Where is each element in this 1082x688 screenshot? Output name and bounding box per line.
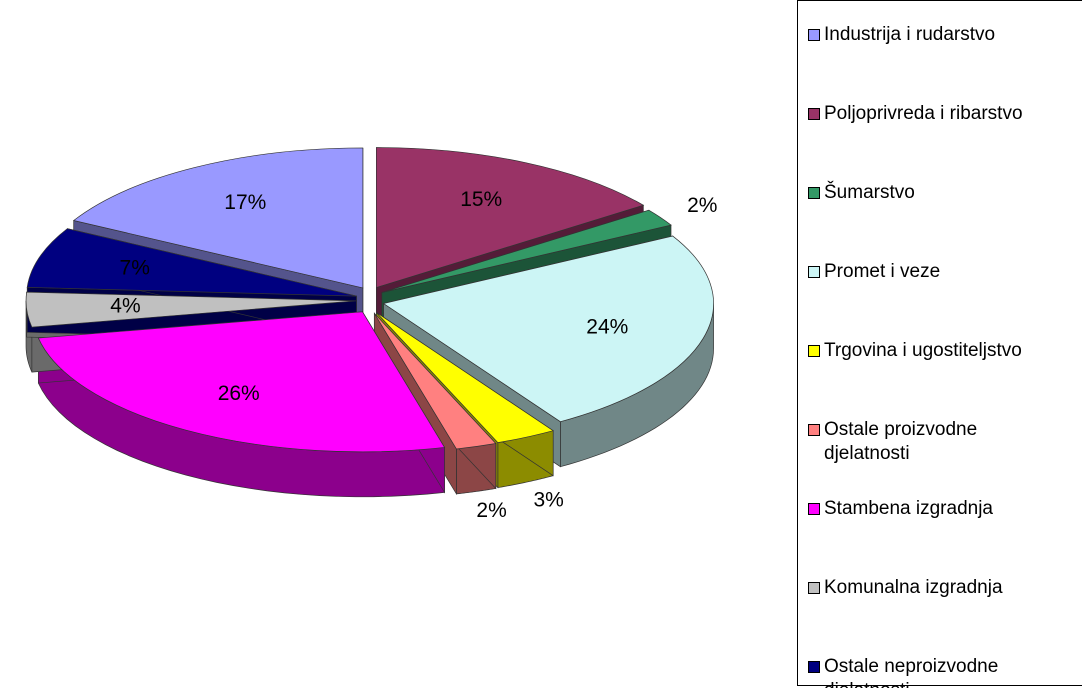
data-label: 4% [110, 295, 140, 318]
legend-item: Ostale proizvodne djelatnosti [808, 418, 1064, 466]
slice [376, 312, 555, 444]
legend-label: Ostale proizvodne djelatnosti [824, 419, 978, 464]
data-label: 2% [687, 194, 717, 217]
legend-swatch [808, 187, 820, 199]
slice [374, 313, 497, 450]
legend-label: Ostale neproizvodne djelatnosti [824, 656, 999, 688]
slice [382, 235, 714, 423]
legend-item: Komunalna izgradnja [808, 576, 1064, 600]
legend-swatch [808, 661, 820, 673]
legend-label: Poljoprivreda i ribarstvo [824, 103, 1023, 124]
slice [72, 147, 364, 289]
slice [26, 228, 357, 297]
legend-label: Promet i veze [824, 261, 941, 282]
legend-item: Trgovina i ugostiteljstvo [808, 339, 1064, 363]
legend-label: Stambena izgradnja [824, 498, 993, 519]
data-label: 17% [224, 191, 266, 214]
legend-item: Stambena izgradnja [808, 497, 1064, 521]
data-label: 2% [476, 499, 506, 522]
slice [381, 209, 672, 293]
pie-area: 17% 15% 2% 24% 3% 2% 26% 4% 7% [25, 147, 717, 522]
legend: Industrija i rudarstvo Poljoprivreda i ri… [797, 0, 1082, 688]
legend-label: Industrija i rudarstvo [824, 24, 996, 45]
legend-swatch [808, 266, 820, 278]
data-label: 26% [218, 382, 260, 405]
legend-label: Komunalna izgradnja [824, 577, 1003, 598]
legend-swatch [808, 582, 820, 594]
legend-swatch [808, 29, 820, 41]
legend-item: Industrija i rudarstvo [808, 23, 1064, 47]
data-label: 7% [120, 256, 150, 279]
slice [376, 147, 645, 289]
slice [37, 311, 446, 453]
data-label: 24% [586, 315, 628, 338]
legend-item: Promet i veze [808, 260, 1064, 284]
legend-item: Poljoprivreda i ribarstvo [808, 102, 1064, 126]
legend-label: Trgovina i ugostiteljstvo [824, 340, 1022, 361]
legend-item: Šumarstvo [808, 181, 1064, 205]
data-label: 3% [533, 488, 563, 511]
legend-swatch [808, 108, 820, 120]
legend-item: Ostale neproizvodne djelatnosti [808, 655, 1064, 688]
legend-swatch [808, 424, 820, 436]
legend-swatch [808, 503, 820, 515]
data-label: 15% [460, 188, 502, 211]
slice [25, 291, 357, 328]
legend-swatch [808, 345, 820, 357]
legend-label: Šumarstvo [824, 182, 915, 203]
